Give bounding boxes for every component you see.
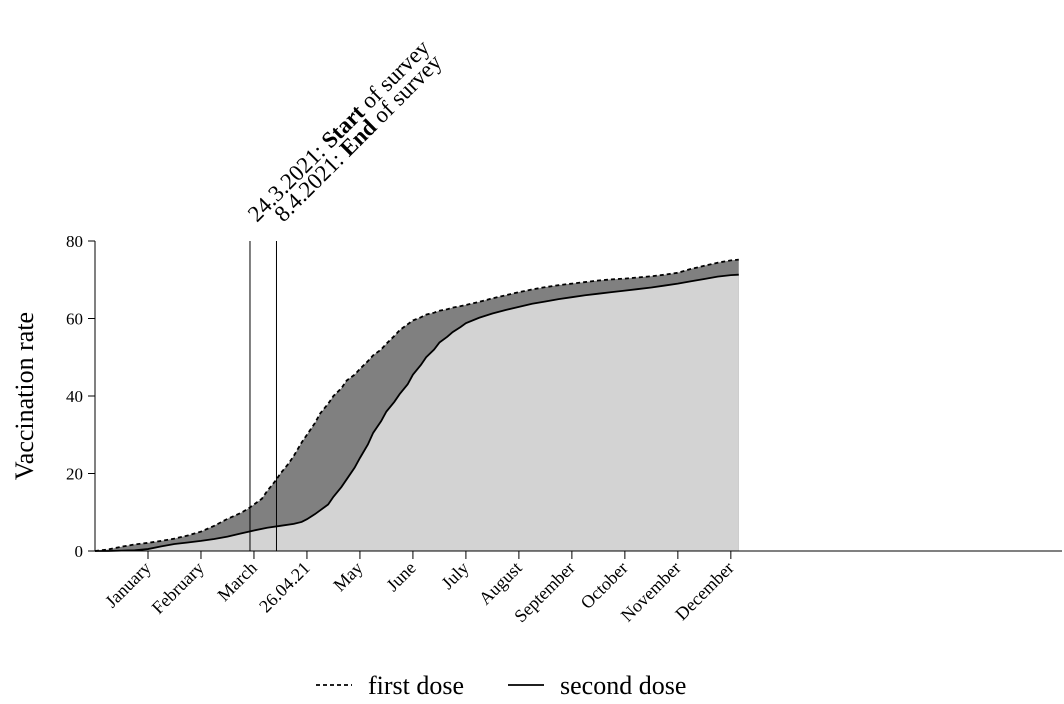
legend-first-dose-label: first dose (368, 671, 464, 700)
x-tick-label: March (213, 558, 260, 605)
x-tick-label: June (382, 558, 419, 595)
y-tick-label: 40 (66, 387, 83, 406)
y-tick-label: 60 (66, 310, 83, 329)
survey-annotation-label: 8.4.2021: End of survey (269, 49, 447, 227)
x-tick-label: May (329, 558, 366, 595)
y-ticks: 0 20 40 60 80 (66, 232, 95, 561)
x-tick-label: July (437, 558, 472, 593)
legend: first dose second dose (316, 671, 686, 700)
legend-second-dose-label: second dose (560, 671, 686, 700)
second-dose-line (95, 273, 739, 552)
survey-marker-lines (249, 241, 277, 551)
x-tick-label: August (475, 558, 526, 609)
y-axis-title: Vaccination rate (10, 312, 39, 480)
y-tick-label: 80 (66, 232, 83, 251)
y-tick-label: 0 (75, 542, 84, 561)
first-dose-line (94, 258, 739, 552)
second-dose-area (95, 274, 739, 551)
y-tick-label: 20 (66, 465, 83, 484)
x-tick-label: 26.04.21 (255, 558, 314, 617)
plot-area (94, 241, 739, 552)
x-tick-label: December (671, 558, 737, 624)
survey-annotation-label: 24.3.2021: Start of survey (243, 35, 435, 227)
x-tick-label: February (148, 558, 208, 618)
